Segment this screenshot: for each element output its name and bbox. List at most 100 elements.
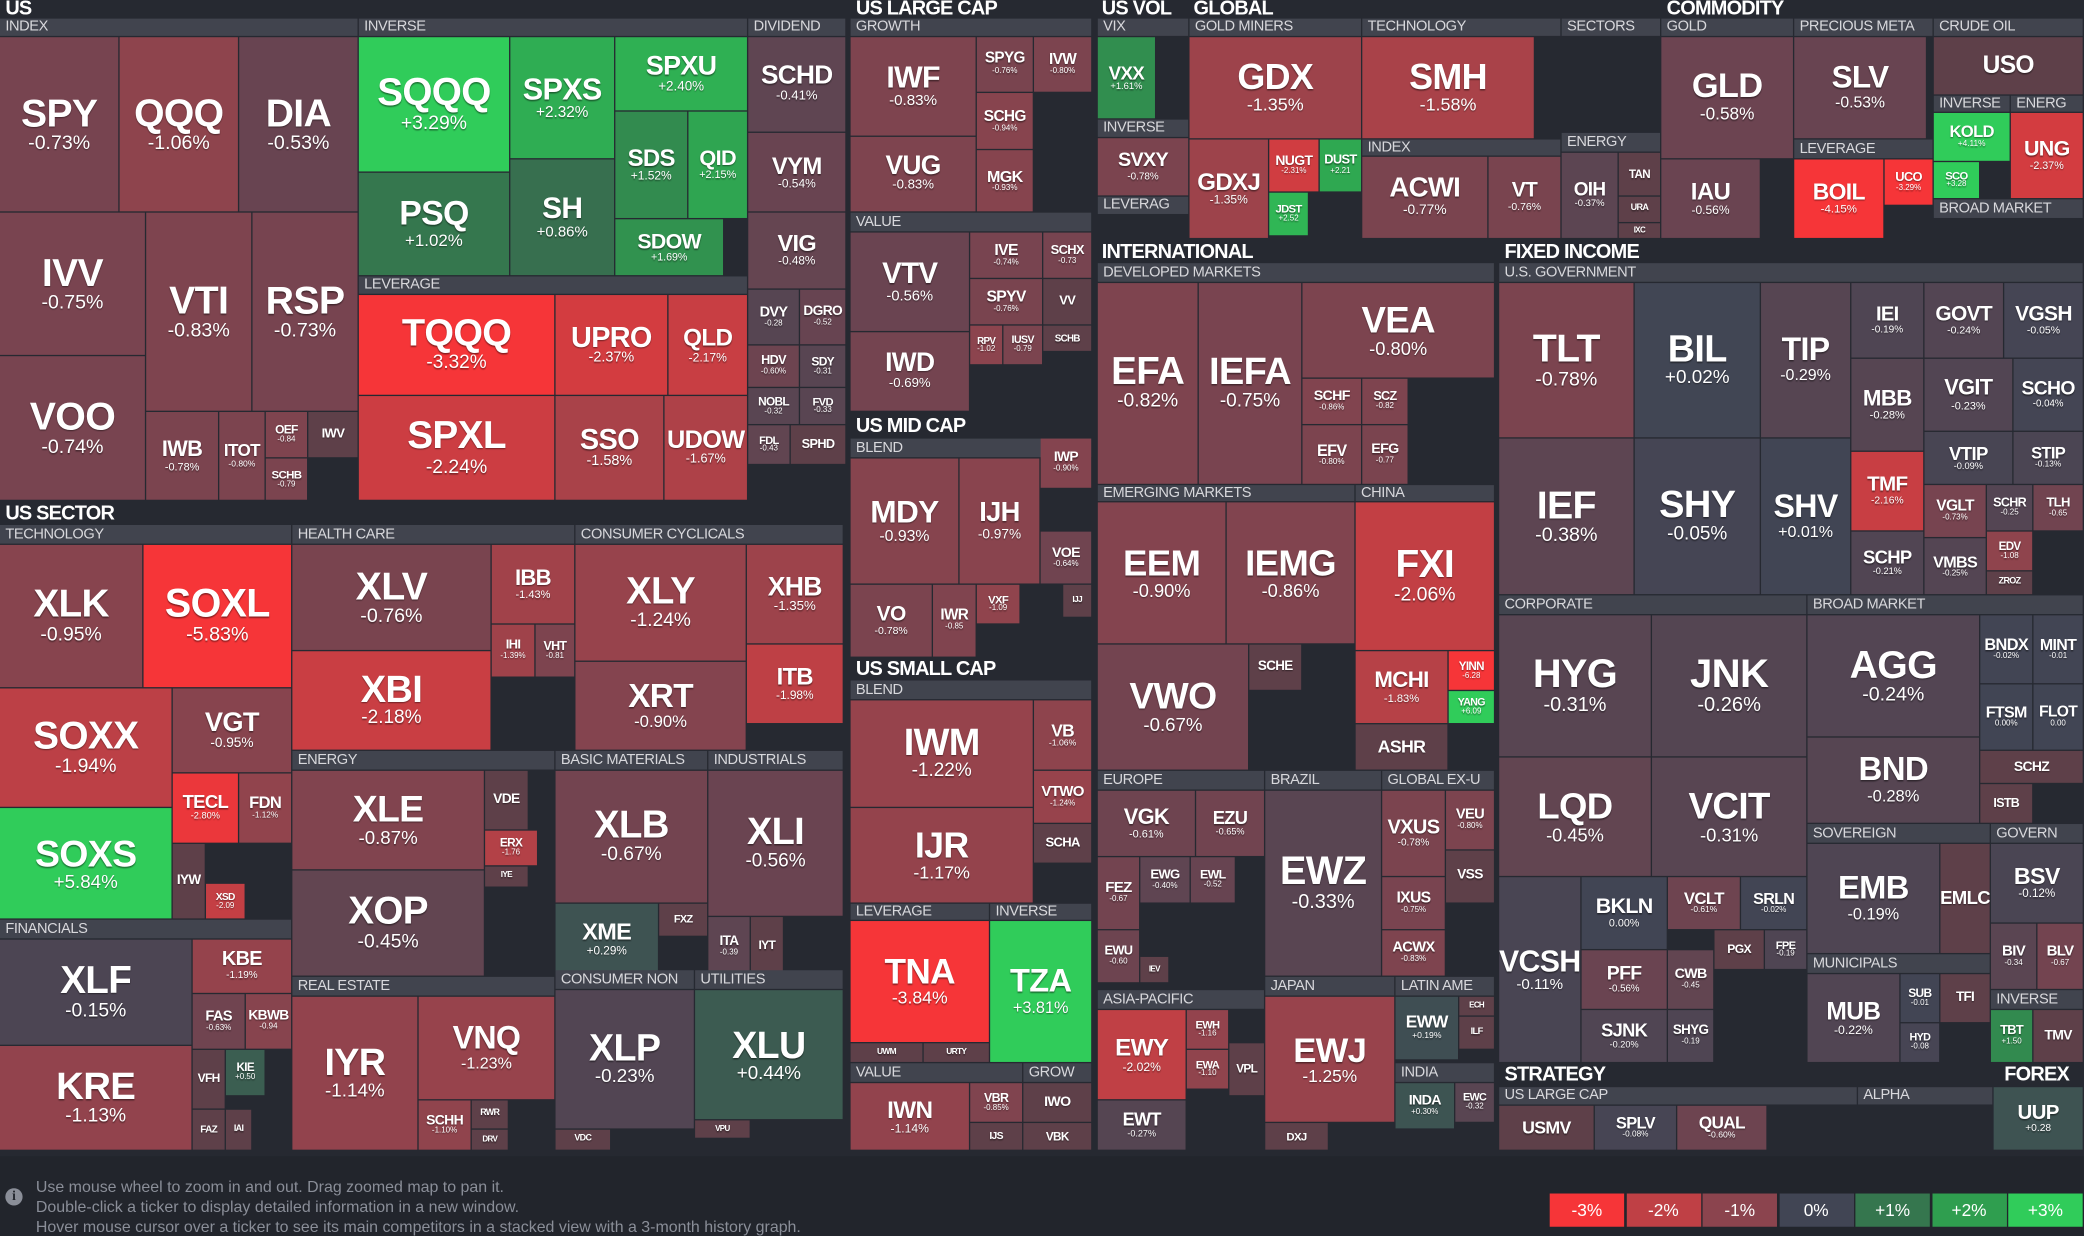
ticker-tile[interactable]: VGSH -0.05%: [2004, 283, 2083, 358]
ticker-tile[interactable]: IVW -0.80%: [1034, 37, 1092, 92]
ticker-tile[interactable]: TFI: [1940, 974, 1990, 1023]
ticker-tile[interactable]: BIV -0.34: [1990, 923, 2037, 989]
ticker-tile[interactable]: SHYG -0.19: [1667, 1010, 1714, 1062]
ticker-tile[interactable]: VTWO -1.24%: [1034, 770, 1092, 823]
ticker-tile[interactable]: ACWI -0.77%: [1362, 156, 1488, 238]
ticker-tile[interactable]: EFA -0.82%: [1097, 283, 1198, 484]
ticker-tile[interactable]: XRT -0.90%: [575, 661, 746, 750]
ticker-tile[interactable]: EDV -1.08: [1986, 531, 2033, 571]
ticker-tile[interactable]: MCHI -1.83%: [1355, 651, 1448, 724]
ticker-tile[interactable]: EEM -0.90%: [1097, 502, 1226, 644]
ticker-tile[interactable]: IEV: [1140, 956, 1169, 983]
ticker-tile[interactable]: SPHD: [790, 425, 846, 464]
ticker-tile[interactable]: DVY -0.28: [748, 289, 799, 345]
ticker-tile[interactable]: IUSV -0.79: [1003, 325, 1043, 365]
ticker-tile[interactable]: VEA -0.80%: [1302, 283, 1494, 378]
ticker-tile[interactable]: TQQQ -3.32%: [358, 295, 555, 395]
ticker-tile[interactable]: TECL -2.80%: [172, 773, 238, 843]
ticker-tile[interactable]: VGK -0.61%: [1097, 790, 1195, 856]
ticker-tile[interactable]: KBE -1.19%: [192, 939, 292, 993]
ticker-tile[interactable]: UPRO -2.37%: [555, 295, 668, 395]
ticker-tile[interactable]: VMBS -0.25%: [1924, 538, 1986, 595]
ticker-tile[interactable]: SCHZ: [1980, 750, 2083, 783]
ticker-tile[interactable]: ILF: [1459, 1016, 1494, 1049]
ticker-tile[interactable]: TMV: [2033, 1010, 2083, 1062]
ticker-tile[interactable]: HDV -0.60%: [748, 345, 799, 387]
ticker-tile[interactable]: PGX: [1714, 930, 1764, 969]
ticker-tile[interactable]: UCO -3.29%: [1884, 159, 1933, 205]
ticker-tile[interactable]: SCHE: [1249, 644, 1302, 690]
ticker-tile[interactable]: ECH: [1459, 996, 1494, 1016]
ticker-tile[interactable]: VDC: [555, 1129, 611, 1150]
ticker-tile[interactable]: SH +0.86%: [510, 159, 615, 276]
ticker-tile[interactable]: GDX -1.35%: [1189, 37, 1361, 139]
ticker-tile[interactable]: FEZ -0.67: [1097, 857, 1140, 930]
ticker-tile[interactable]: IWD -0.69%: [850, 332, 969, 411]
ticker-tile[interactable]: VXX +1.61%: [1097, 37, 1155, 119]
ticker-tile[interactable]: VB -1.06%: [1034, 700, 1092, 770]
ticker-tile[interactable]: DRV: [471, 1129, 508, 1150]
ticker-tile[interactable]: IJS: [970, 1123, 1023, 1150]
ticker-tile[interactable]: IYT: [750, 917, 783, 976]
ticker-tile[interactable]: CWB -0.45: [1667, 950, 1714, 1009]
ticker-tile[interactable]: VGLT -0.73%: [1924, 485, 1986, 537]
ticker-tile[interactable]: VBR -0.85%: [970, 1083, 1023, 1122]
ticker-tile[interactable]: SCHB: [1043, 325, 1092, 351]
ticker-tile[interactable]: TLH -0.65: [2033, 485, 2083, 531]
ticker-tile[interactable]: VFH: [192, 1049, 225, 1109]
ticker-tile[interactable]: OEF -0.84: [265, 412, 308, 458]
ticker-tile[interactable]: SCHP -0.21%: [1851, 531, 1924, 595]
ticker-tile[interactable]: VSS: [1446, 850, 1494, 903]
ticker-tile[interactable]: EZU -0.65%: [1196, 790, 1264, 856]
ticker-tile[interactable]: SPLV -0.08%: [1594, 1105, 1676, 1150]
ticker-tile[interactable]: EWZ -0.33%: [1265, 790, 1381, 976]
ticker-tile[interactable]: BIL +0.02%: [1634, 283, 1760, 438]
ticker-tile[interactable]: IJR -1.17%: [850, 808, 1033, 903]
ticker-tile[interactable]: VCSH -0.11%: [1499, 877, 1581, 1062]
ticker-tile[interactable]: IYR -1.14%: [292, 996, 418, 1150]
ticker-tile[interactable]: VXUS -0.78%: [1382, 790, 1445, 876]
ticker-tile[interactable]: ITOT -0.80%: [219, 412, 265, 500]
ticker-tile[interactable]: XLB -0.67%: [555, 770, 708, 903]
ticker-tile[interactable]: BKLN 0.00%: [1581, 877, 1667, 949]
ticker-tile[interactable]: EWG -0.40%: [1140, 857, 1190, 903]
ticker-tile[interactable]: SLV -0.53%: [1794, 37, 1926, 139]
ticker-tile[interactable]: KBWB -0.94: [245, 994, 292, 1049]
ticker-tile[interactable]: BNDX -0.02%: [1980, 615, 2033, 684]
ticker-tile[interactable]: IWB -0.78%: [146, 412, 218, 500]
ticker-tile[interactable]: SDS +1.52%: [615, 111, 688, 218]
ticker-tile[interactable]: FAS -0.63%: [192, 994, 245, 1049]
ticker-tile[interactable]: SCHO -0.04%: [2013, 358, 2083, 431]
ticker-tile[interactable]: FXI -2.06%: [1355, 502, 1494, 650]
ticker-tile[interactable]: KOLD +4.11%: [1933, 112, 2010, 161]
ticker-tile[interactable]: DXJ: [1265, 1123, 1328, 1150]
ticker-tile[interactable]: VBK: [1023, 1123, 1092, 1150]
ticker-tile[interactable]: XHB -1.35%: [746, 544, 843, 644]
ticker-tile[interactable]: SCHB -0.79: [265, 458, 308, 500]
ticker-tile[interactable]: TZA +3.81%: [990, 921, 1092, 1062]
ticker-tile[interactable]: VNQ -1.23%: [418, 996, 555, 1100]
ticker-tile[interactable]: VGIT -0.23%: [1924, 358, 2013, 431]
ticker-tile[interactable]: EWU -0.60: [1097, 930, 1140, 983]
ticker-tile[interactable]: FLOT 0.00: [2033, 684, 2083, 750]
ticker-tile[interactable]: SPYG -0.76%: [976, 37, 1033, 92]
ticker-tile[interactable]: VPU: [695, 1120, 750, 1138]
ticker-tile[interactable]: IJJ: [1063, 584, 1092, 617]
ticker-tile[interactable]: HYD -0.08: [1900, 1023, 1940, 1062]
ticker-tile[interactable]: EMB -0.19%: [1807, 843, 1940, 953]
ticker-tile[interactable]: FDL -0.43: [748, 425, 790, 464]
ticker-tile[interactable]: FAZ: [192, 1109, 225, 1150]
ticker-tile[interactable]: XLI -0.56%: [708, 770, 843, 916]
ticker-tile[interactable]: VT -0.76%: [1488, 156, 1561, 238]
ticker-tile[interactable]: SPY -0.73%: [0, 37, 119, 212]
ticker-tile[interactable]: DUST +2.21: [1319, 139, 1361, 192]
ticker-tile[interactable]: IYW: [172, 843, 205, 919]
ticker-tile[interactable]: TMF -2.16%: [1851, 451, 1924, 531]
ticker-tile[interactable]: SPYV -0.76%: [970, 279, 1043, 325]
ticker-tile[interactable]: IAI: [225, 1109, 252, 1150]
ticker-tile[interactable]: SOXL -5.83%: [143, 544, 292, 688]
ticker-tile[interactable]: EFG -0.77: [1362, 425, 1408, 484]
ticker-tile[interactable]: ITA -0.39: [708, 917, 750, 976]
ticker-tile[interactable]: XLK -0.95%: [0, 544, 143, 688]
ticker-tile[interactable]: IAU -0.56%: [1661, 159, 1760, 238]
